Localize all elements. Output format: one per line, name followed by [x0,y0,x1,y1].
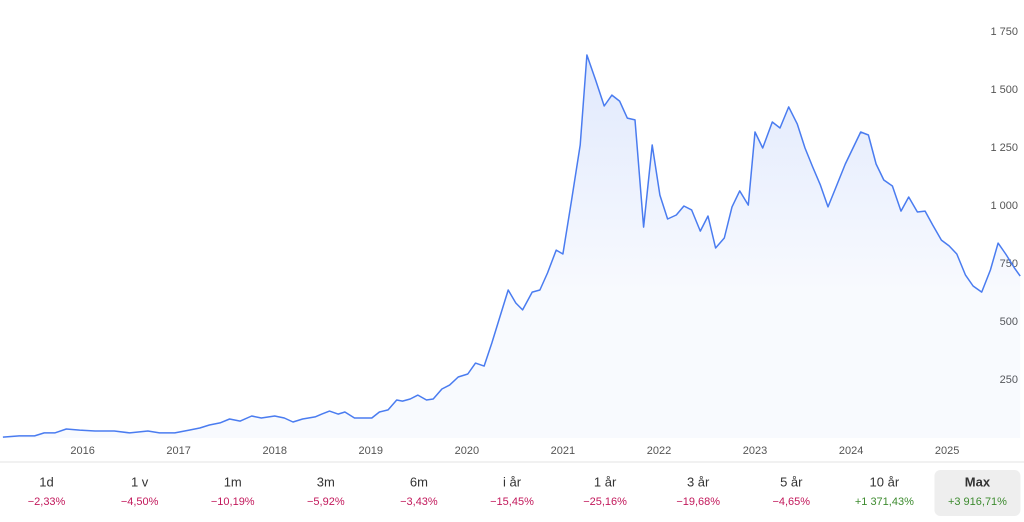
period-button[interactable]: i år −15,45% [490,474,534,507]
period-label: 1 v [131,474,149,489]
period-change: −10,19% [211,496,255,508]
period-label: 1d [39,474,53,489]
x-tick-label: 2021 [551,445,575,457]
period-button[interactable]: 1 v −4,50% [121,474,159,507]
period-button[interactable]: 3m −5,92% [307,474,345,507]
period-label: 5 år [780,474,803,489]
period-label: 1 år [594,474,617,489]
price-line [2,54,1021,438]
period-change: −4,65% [772,496,810,508]
x-tick-label: 2024 [839,445,863,457]
x-tick-label: 2025 [935,445,959,457]
period-change: −19,68% [676,496,720,508]
period-change: +1 371,43% [855,496,914,508]
period-label: i år [503,474,522,489]
period-change: +3 916,71% [948,496,1007,508]
period-label: 3 år [687,474,710,489]
period-selected-bg [934,470,1021,516]
period-change: −3,43% [400,496,438,508]
period-change: −5,92% [307,496,345,508]
area [2,55,1021,438]
y-tick-label: 1 250 [990,142,1018,154]
x-tick-label: 2023 [743,445,767,457]
period-change: −4,50% [121,496,159,508]
period-change: −2,33% [28,496,66,508]
period-change: −15,45% [490,496,534,508]
x-tick-label: 2020 [455,445,479,457]
period-button[interactable]: 3 år −19,68% [676,474,720,507]
period-button[interactable]: 1m −10,19% [211,474,255,507]
period-label: 10 år [870,474,900,489]
period-change: −25,16% [583,496,627,508]
period-button[interactable]: 10 år +1 371,43% [855,474,914,507]
period-label: 6m [410,474,428,489]
period-button[interactable]: Max +3 916,71% [934,470,1021,516]
y-tick-label: 1 750 [990,26,1018,38]
period-button[interactable]: 1 år −25,16% [583,474,627,507]
period-button[interactable]: 1d −2,33% [28,474,66,507]
period-button[interactable]: 5 år −4,65% [772,474,810,507]
x-tick-label: 2018 [262,445,286,457]
x-tick-label: 2017 [166,445,190,457]
x-tick-label: 2016 [70,445,94,457]
y-tick-label: 1 000 [990,200,1018,212]
period-label: 1m [224,474,242,489]
period-label: 3m [317,474,335,489]
x-tick-label: 2022 [647,445,671,457]
y-tick-label: 1 500 [990,84,1018,96]
x-tick-label: 2019 [359,445,383,457]
period-label: Max [965,474,991,489]
period-button[interactable]: 6m −3,43% [400,474,438,507]
